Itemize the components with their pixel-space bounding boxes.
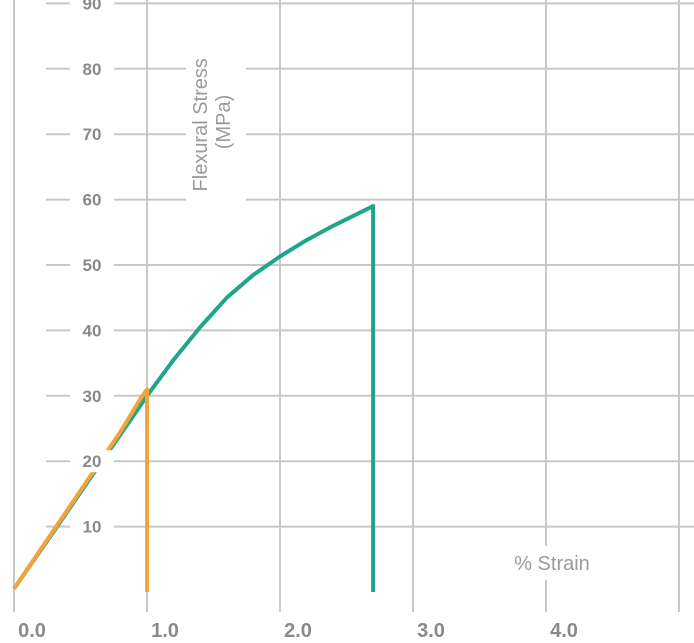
series-line xyxy=(12,387,149,592)
series-line xyxy=(12,204,376,592)
x-tick-label: 4.0 xyxy=(550,620,578,642)
x-tick-label: 2.0 xyxy=(284,620,312,642)
y-tick-label: 50 xyxy=(83,256,102,275)
y-axis-title-line-1: Flexural Stress xyxy=(190,58,212,191)
y-tick-label: 30 xyxy=(83,387,102,406)
x-tick-label: 0.0 xyxy=(18,620,46,642)
y-tick-label-background xyxy=(70,57,114,80)
y-tick-label-background xyxy=(70,0,114,15)
y-tick-label-background xyxy=(70,515,114,538)
y-tick-label-background xyxy=(70,188,114,211)
horizontal-grid-lines xyxy=(46,2,694,528)
x-axis-title-background xyxy=(498,546,608,580)
y-tick-label: 20 xyxy=(83,452,102,471)
vertical-grid-lines xyxy=(13,0,680,612)
y-tick-label: 60 xyxy=(83,191,102,210)
series-lines xyxy=(12,204,376,592)
y-tick-label-background xyxy=(70,450,114,473)
y-axis-title-background xyxy=(186,30,246,213)
y-tick-label-background xyxy=(70,254,114,276)
y-axis-title-line-2: (MPa) xyxy=(213,95,235,149)
y-axis-title: Flexural Stress (MPa) xyxy=(190,53,235,192)
y-tick-label: 40 xyxy=(83,321,102,340)
y-tick-label: 10 xyxy=(83,518,102,537)
y-tick-label: 80 xyxy=(83,60,102,79)
y-tick-label-background xyxy=(70,384,114,407)
y-tick-label-background xyxy=(70,123,114,146)
y-tick-label: 90 xyxy=(83,0,102,13)
y-tick-label-background xyxy=(70,319,114,342)
x-tick-label: 3.0 xyxy=(417,620,445,642)
y-tick-labels: 10 20 30 40 50 60 70 80 90 xyxy=(70,0,114,538)
x-tick-label: 1.0 xyxy=(151,620,179,642)
y-tick-label: 70 xyxy=(83,125,102,144)
x-tick-labels: 0.0 1.0 2.0 3.0 4.0 xyxy=(18,620,578,642)
x-axis-title: % Strain xyxy=(514,553,590,575)
